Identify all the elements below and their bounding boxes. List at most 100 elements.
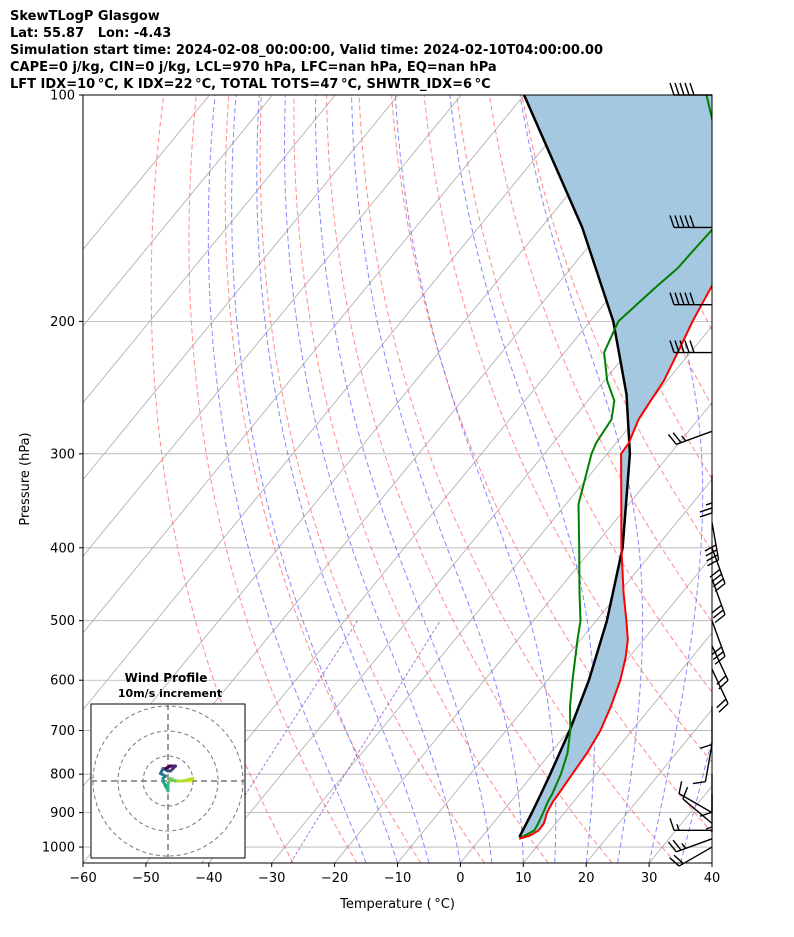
wind-barb-half-flag [681,435,687,442]
dry-adiabat-line [293,95,549,863]
x-tick-label: −30 [258,871,285,886]
isotherm-line [271,325,712,863]
x-tick-label: 10 [515,871,532,886]
isotherm-line [83,95,336,404]
wind-barb-staff [711,578,726,615]
wind-barb-flag [712,609,724,619]
wind-barb [699,706,713,750]
hodograph-plot [91,704,245,858]
dry-adiabat-line [391,95,712,834]
isotherm-line [83,95,588,711]
y-tick-label: 300 [50,447,75,462]
isotherm-line [83,95,273,327]
dry-adiabat-line [488,95,712,623]
hodograph-title: Wind Profile [125,671,208,685]
wind-barb [711,578,726,624]
wind-barb-flag [679,215,685,228]
wind-barb-flag [706,554,719,562]
x-tick-label: −20 [321,871,348,886]
hodograph-subtitle: 10m/s increment [118,687,222,700]
wind-barb [667,430,713,445]
wind-barb-flag [704,544,717,552]
isotherm-line [711,862,712,863]
y-tick-label: 1000 [42,841,75,856]
dry-adiabat-line [717,95,794,863]
wind-barb-flag [673,854,684,865]
wind-barb-flag [674,82,680,96]
parcel-profile-line [518,95,632,838]
wind-barb-flag [709,568,721,578]
x-tick-label: 30 [641,871,658,886]
wind-barb [678,781,713,814]
x-tick-label: −10 [384,871,411,886]
isotherm-line [522,632,712,863]
wind-barb-flag [718,703,729,713]
isotherm-line [334,402,712,863]
wind-barb [669,818,712,832]
wind-barb [669,340,712,354]
time-line: Simulation start time: 2024-02-08_00:00:… [10,43,603,58]
x-tick-label: −50 [132,871,159,886]
wind-barb [711,645,729,690]
wind-barb-half-flag [681,842,687,849]
wind-barb-staff [711,645,729,681]
wind-barb-flag [689,340,695,353]
dry-adiabat-line [150,95,294,863]
x-tick-label: −60 [69,871,96,886]
wind-barb-flag [669,340,675,353]
x-axis-label: Temperature ( °C) [339,897,455,912]
dry-adiabat-line [358,95,677,863]
y-tick-label: 400 [50,541,75,556]
wind-barb-flag [699,507,713,513]
wind-barb-flag [679,82,685,96]
wind-barb-flag [714,655,726,665]
wind-barb-flag [712,651,724,661]
y-tick-label: 700 [50,724,75,739]
wind-barb-flag [669,818,675,831]
wind-barb-flag [667,433,677,445]
y-tick-label: 900 [50,806,75,821]
x-tick-label: −40 [195,871,222,886]
x-tick-label: 0 [456,871,464,886]
wind-barb-flag [716,698,727,709]
index-line: LFT IDX=10 °C, K IDX=22 °C, TOTAL TOTS=4… [10,77,491,92]
y-tick-label: 500 [50,614,75,629]
wind-barb-staff [676,838,713,853]
dry-adiabat-line [224,95,422,863]
dry-adiabat-line [188,95,358,863]
wind-barb-flag [699,743,713,750]
moist-adiabat-line [351,95,524,863]
wind-barb-flag [667,841,677,853]
wind-barb-flag [669,82,675,96]
wind-barb-flag [711,646,723,656]
hodograph-segment [164,764,172,770]
y-axis-label: Pressure (hPa) [18,432,33,525]
wind-barb [711,668,729,713]
wind-barb-staff [704,744,713,782]
isotherm-line [460,555,712,863]
wind-barb-flag [674,292,680,305]
moist-adiabat-line [207,95,367,863]
dry-adiabat-line [782,95,794,863]
wind-barb [669,82,712,96]
wind-barb [669,846,713,867]
wind-barb-flag [679,292,685,305]
wind-barb-staff [711,547,726,584]
wind-barb-flag [678,781,683,794]
wind-barb-flag [674,215,680,228]
hodograph-segment [181,777,195,783]
wind-barb-flag [699,512,713,518]
wind-barb [705,793,713,832]
wind-barb-flag [669,292,675,305]
wind-barb-flag [674,340,680,353]
stability-line: CAPE=0 j/kg, CIN=0 j/kg, LCL=970 hPa, LF… [10,60,497,75]
wind-barb-staff [682,798,713,824]
moist-adiabat-line [284,95,461,863]
wind-barb-flag [672,432,682,444]
dry-adiabat-line [259,95,485,863]
isotherm-line [83,95,210,250]
wind-barb-flag [689,292,695,305]
y-tick-label: 200 [50,315,75,330]
y-tick-label: 100 [50,89,75,104]
y-tick-label: 600 [50,674,75,689]
